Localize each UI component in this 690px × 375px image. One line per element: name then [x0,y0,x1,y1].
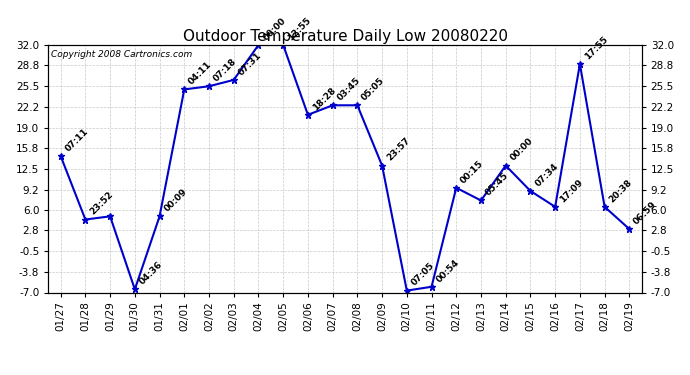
Text: 00:54: 00:54 [434,258,461,284]
Text: 07:11: 07:11 [63,127,90,153]
Text: 23:57: 23:57 [385,136,411,163]
Text: 00:09: 00:09 [162,187,189,214]
Text: 00:00: 00:00 [509,136,535,163]
Text: 23:52: 23:52 [88,190,115,217]
Text: 05:45: 05:45 [484,171,511,198]
Text: 12:55: 12:55 [286,16,313,42]
Title: Outdoor Temperature Daily Low 20080220: Outdoor Temperature Daily Low 20080220 [182,29,508,44]
Text: 00:15: 00:15 [459,159,486,185]
Text: 07:34: 07:34 [533,162,560,188]
Text: 04:11: 04:11 [187,60,214,87]
Text: 07:18: 07:18 [212,57,239,84]
Text: 04:36: 04:36 [137,260,164,286]
Text: 05:05: 05:05 [360,76,386,102]
Text: 06:59: 06:59 [632,200,659,226]
Text: 07:05: 07:05 [410,261,436,288]
Text: 00:00: 00:00 [262,16,288,42]
Text: 20:38: 20:38 [607,177,634,204]
Text: 07:31: 07:31 [237,51,263,77]
Text: 03:45: 03:45 [335,76,362,102]
Text: 17:55: 17:55 [582,34,609,61]
Text: Copyright 2008 Cartronics.com: Copyright 2008 Cartronics.com [51,50,193,59]
Text: 18:28: 18:28 [310,86,337,112]
Text: 17:09: 17:09 [558,177,584,204]
